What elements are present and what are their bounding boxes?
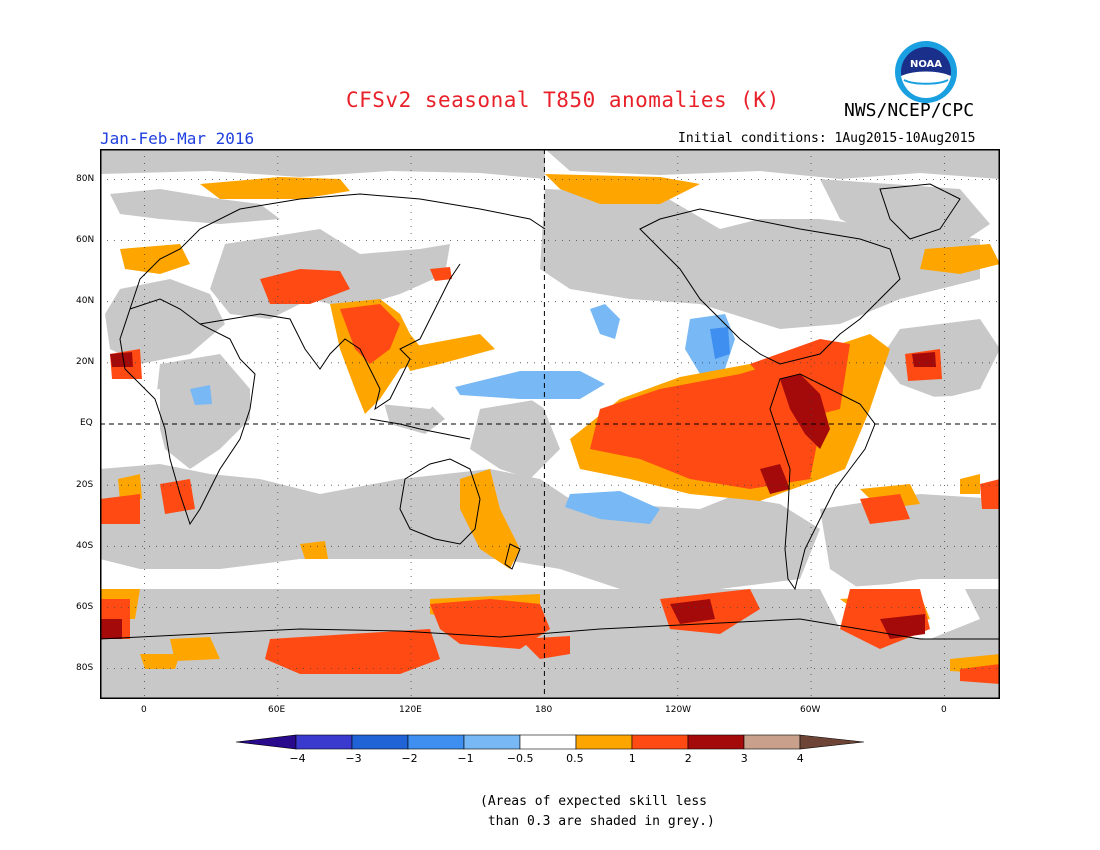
noaa-logo: NOAA (895, 41, 957, 103)
color-bar-label: 4 (796, 752, 804, 765)
lon-label: 60W (800, 705, 821, 715)
agency-label: NWS/NCEP/CPC (844, 100, 975, 121)
equator-and-dateline (100, 149, 1000, 699)
color-bar-segment (743, 734, 801, 750)
lon-label: 120E (399, 705, 422, 715)
lat-label: 20S (76, 480, 94, 490)
grid-lines (100, 149, 1000, 699)
initial-conditions-label: Initial conditions: 1Aug2015-10Aug2015 (678, 131, 976, 146)
lon-label: 0 (941, 705, 947, 715)
color-bar-segment (351, 734, 409, 750)
color-bar-segment (631, 734, 689, 750)
color-bar-label: −0.5 (506, 752, 534, 765)
coastlines (100, 183, 1000, 640)
color-bar-segment (687, 734, 745, 750)
color-bar-segment (519, 734, 577, 750)
color-bar (236, 734, 864, 750)
color-bar-segment (295, 734, 353, 750)
lat-label: 60N (76, 235, 95, 245)
color-bar-label: −4 (289, 752, 306, 765)
color-bar-label: 2 (684, 752, 692, 765)
lat-label: 60S (76, 602, 94, 612)
lat-label: 80S (76, 663, 94, 673)
negative-anomaly-areas (190, 304, 735, 524)
color-bar-label: 1 (628, 752, 636, 765)
anomaly-map (100, 149, 1000, 699)
color-bar-label: 3 (740, 752, 748, 765)
footnote: (Areas of expected skill less than 0.3 a… (480, 794, 715, 829)
map-frame (100, 149, 1000, 699)
color-bar-arrow-left (236, 734, 297, 750)
lon-label: 60E (268, 705, 286, 715)
warm-anomaly-darkred (100, 352, 936, 639)
season-label: Jan-Feb-Mar 2016 (100, 129, 255, 148)
color-bar-segment (575, 734, 633, 750)
lat-label: 40S (76, 541, 94, 551)
lon-label: 180 (535, 705, 553, 715)
lat-label: 80N (76, 174, 95, 184)
lat-label: EQ (80, 418, 93, 428)
color-bar-segment (407, 734, 465, 750)
lon-label: 0 (141, 705, 147, 715)
color-bar-segment (463, 734, 521, 750)
lat-label: 20N (76, 357, 95, 367)
color-bar-label: 0.5 (566, 752, 584, 765)
lon-label: 120W (665, 705, 692, 715)
lat-label: 40N (76, 296, 95, 306)
color-bar-label: −1 (457, 752, 474, 765)
color-bar-label: −2 (401, 752, 418, 765)
map-title: CFSv2 seasonal T850 anomalies (K) (346, 88, 780, 112)
logo-text: NOAA (910, 59, 942, 70)
color-bar-arrow-right (799, 734, 864, 750)
color-bar-label: −3 (345, 752, 362, 765)
